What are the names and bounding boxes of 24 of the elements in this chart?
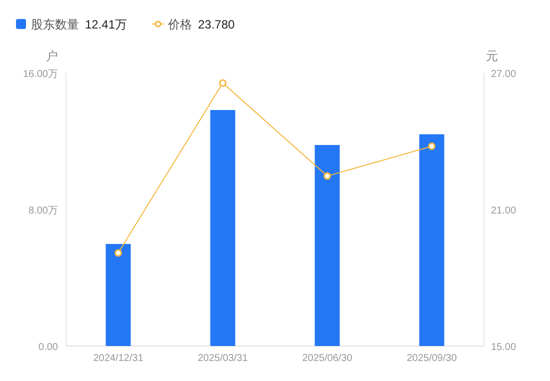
y2-axis-title: 元	[486, 49, 498, 63]
legend-label: 股东数量	[31, 18, 79, 32]
x-tick-label: 2025/09/30	[406, 353, 458, 364]
point	[324, 172, 331, 180]
y2-tick-label: 21.00	[491, 206, 516, 216]
point	[219, 79, 226, 87]
point	[428, 142, 436, 150]
y-axis-title: 户	[46, 49, 58, 63]
bar	[210, 110, 236, 346]
y2-tick-label: 27.00	[491, 69, 516, 80]
text: 23.780	[198, 18, 236, 32]
text: 12.41万	[85, 18, 128, 32]
point	[114, 249, 122, 257]
x-tick-label: 2025/03/31	[198, 353, 248, 364]
legend-label: 价格	[167, 18, 192, 32]
x-tick-label: 2025/06/30	[302, 353, 353, 364]
y-tick-label: 8.00万	[28, 206, 58, 216]
bar	[419, 134, 444, 346]
y2-tick-label: 15.00	[491, 342, 516, 353]
bar	[106, 244, 131, 346]
x-tick-label: 2024/12/31	[93, 353, 144, 364]
y-tick-label: 0.00	[38, 342, 58, 353]
bar	[314, 145, 340, 346]
y-tick-label: 16.00万	[22, 69, 58, 80]
